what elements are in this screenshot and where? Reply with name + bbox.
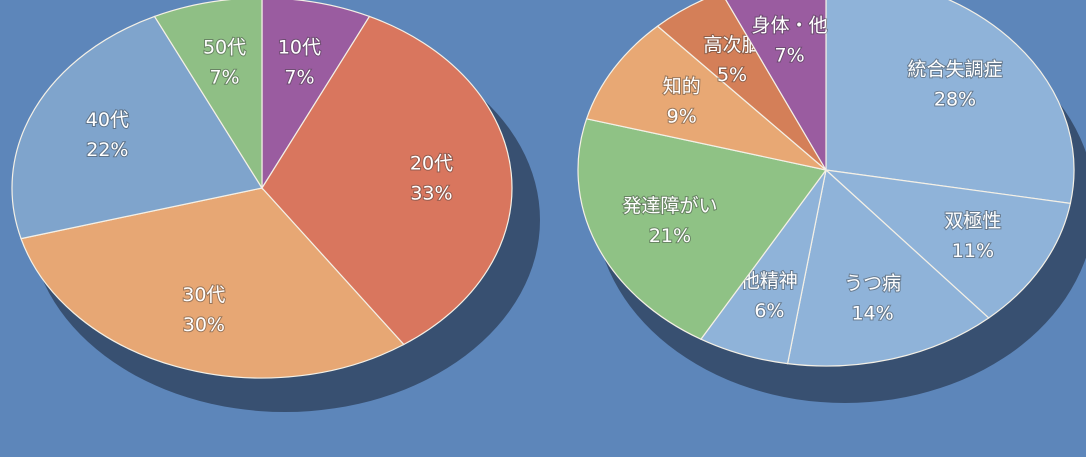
slice-value: 7% — [284, 66, 314, 88]
pie-slice — [261, 15, 513, 346]
slice-value: 14% — [851, 303, 893, 325]
slice-value: 11% — [952, 240, 994, 262]
slice-label: 20代 — [410, 152, 453, 174]
slice-label: 30代 — [182, 284, 225, 306]
pie-slice — [725, 0, 827, 173]
slice-label: 発達障がい — [622, 195, 717, 217]
slice-label: 身体・他 — [752, 14, 828, 36]
pie-slice — [656, 0, 827, 171]
pie-slice — [11, 15, 263, 240]
slice-label: うつ病 — [844, 273, 901, 295]
pie-slice — [577, 118, 828, 340]
slice-value: 21% — [649, 225, 691, 247]
slice-label: 40代 — [86, 109, 129, 131]
pie-slice — [261, 0, 371, 191]
slice-value: 6% — [754, 300, 784, 322]
slice-value: 7% — [209, 66, 239, 88]
slice-value: 22% — [86, 139, 128, 161]
slice-label: 双極性 — [944, 210, 1001, 232]
pie-slice — [824, 169, 1072, 319]
slice-label: 知的 — [663, 75, 701, 97]
pie-slice — [153, 0, 263, 191]
slice-value: 28% — [934, 89, 976, 111]
slice-value: 30% — [183, 314, 225, 336]
slice-value: 33% — [410, 182, 452, 204]
pie-slice — [825, 0, 1075, 205]
slice-value: 9% — [667, 105, 697, 127]
slice-label: 10代 — [278, 36, 321, 58]
pie-slice — [786, 168, 990, 367]
slice-value: 7% — [774, 44, 804, 66]
slice-value: 5% — [717, 64, 747, 86]
slice-label: 50代 — [203, 36, 246, 58]
slice-label: 統合失調症 — [907, 59, 1002, 81]
pie-slice — [585, 25, 827, 171]
pie-slice — [20, 187, 405, 379]
